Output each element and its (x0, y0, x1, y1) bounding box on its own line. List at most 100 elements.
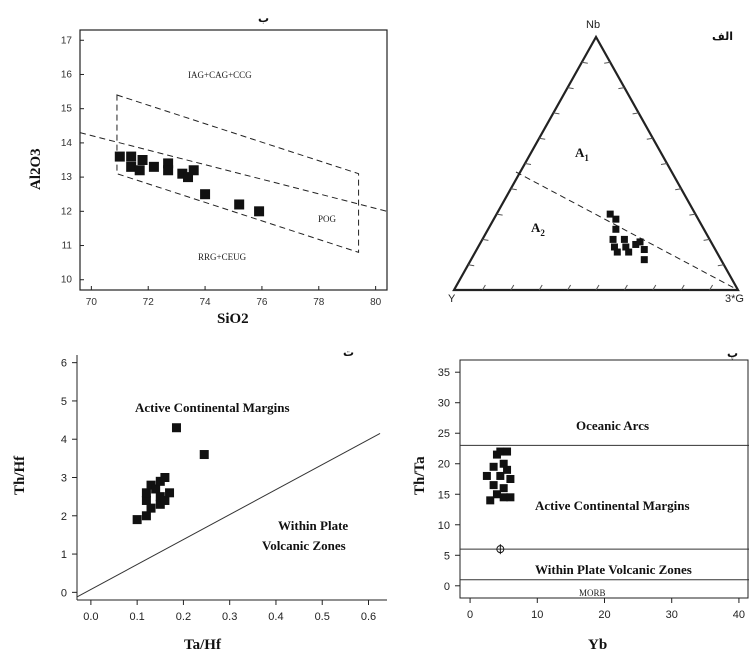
data-point (132, 515, 142, 525)
data-point (640, 256, 648, 264)
x-axis-label: Ta/Hf (184, 637, 222, 653)
data-point (177, 168, 188, 179)
y-tick-label: 20 (438, 459, 450, 471)
y-tick-label: 0 (444, 581, 450, 593)
data-point (141, 488, 151, 498)
x-tick-label: 70 (86, 297, 98, 308)
ternary-tick (618, 87, 625, 90)
x-tick-label: 0.1 (130, 611, 145, 623)
data-point (126, 151, 137, 162)
field-label-oceanic-arcs: Oceanic Arcs (576, 418, 649, 433)
ternary-tick (652, 284, 657, 291)
x-tick-label: 0.2 (176, 611, 191, 623)
ternary-tick (496, 213, 503, 216)
data-point (200, 189, 211, 200)
data-point (492, 490, 501, 499)
x-axis-label-text: SiO2 (217, 311, 249, 327)
data-point (612, 215, 620, 223)
panel-letter: الف (712, 30, 733, 43)
data-point (137, 155, 148, 165)
y-tick-label: 12 (61, 206, 73, 217)
panel-al2o3-sio2: ب IAG+CAG+CCG POG RRG+CEUG 70 72 74 76 78 80 1… (28, 12, 388, 327)
ternary-tick (709, 284, 714, 291)
data-point (163, 158, 174, 169)
field-label-acm: Active Continental Margins (135, 400, 290, 415)
panel-letter: ت (343, 346, 354, 359)
data-point (141, 495, 151, 505)
y-tick-label: 25 (438, 428, 450, 440)
data-point (155, 492, 165, 502)
data-point (506, 493, 515, 502)
x-tick-label: 76 (256, 297, 268, 308)
field-label-acm: Active Continental Margins (535, 498, 690, 513)
ternary-tick (689, 213, 696, 216)
ternary-tick (646, 137, 653, 140)
y-tick-label: 5 (444, 550, 450, 562)
data-point (606, 210, 614, 218)
x-tick-label: 30 (666, 609, 678, 621)
ternary-tick (468, 264, 475, 267)
data-point (496, 447, 505, 456)
y-tick-label: 30 (438, 398, 450, 410)
plot-frame (79, 29, 388, 291)
field-label-a2: A2 (531, 220, 545, 238)
data-point (199, 450, 209, 460)
field-label-rrg: RRG+CEUG (198, 252, 247, 262)
data-point (482, 471, 491, 480)
x-axis-label: Yb (588, 637, 607, 653)
data-point (496, 471, 505, 480)
a1-a2-boundary (515, 171, 739, 291)
data-point (610, 243, 618, 251)
field-a1-sub: 1 (584, 153, 589, 163)
field-label-morb: MORB (579, 588, 606, 598)
ternary-tick (553, 112, 560, 115)
data-point (126, 161, 137, 172)
data-point (499, 493, 508, 502)
y-tick-label: 3 (61, 473, 67, 485)
y-tick-label: 16 (61, 69, 73, 80)
ternary-tick (539, 137, 546, 140)
y-tick-label: 15 (61, 104, 73, 115)
data-point (636, 238, 644, 246)
ternary-tick (595, 284, 600, 291)
panel-letter: ب (258, 12, 269, 25)
pog-field-outline (116, 94, 360, 254)
ternary-tick (567, 284, 572, 291)
data-point (146, 503, 156, 513)
x-tick-label: 10 (531, 609, 543, 621)
ternary-tick (481, 284, 486, 291)
y-axis-label: Th/Hf (12, 455, 28, 495)
data-point (188, 165, 199, 176)
ternary-tick (581, 61, 588, 64)
ternary-tick (510, 284, 515, 291)
data-point (148, 161, 159, 172)
data-point (163, 165, 174, 176)
x-tick-label: 0.3 (222, 611, 237, 623)
y-axis-label: Al2O3 (28, 148, 44, 190)
y-tick-label: 11 (62, 241, 73, 252)
x-tick-label: 0.0 (83, 611, 98, 623)
field-a2-main: A (531, 220, 541, 235)
x-tick-label: 78 (313, 297, 325, 308)
field-label-iag: IAG+CAG+CCG (188, 70, 252, 80)
y-tick-label: 10 (438, 520, 450, 532)
ternary-tick (510, 188, 517, 191)
ternary-tick (717, 264, 724, 267)
vertex-label-top: Nb (586, 19, 600, 31)
ternary-triangle (452, 34, 740, 292)
data-point (141, 511, 151, 521)
data-point (499, 484, 508, 493)
ternary-tick (482, 238, 489, 241)
field-a2-sub: 2 (540, 228, 545, 238)
data-point (146, 480, 156, 490)
data-point (622, 243, 630, 251)
data-point (155, 499, 165, 509)
data-point (612, 225, 620, 233)
y-tick-label: 14 (61, 138, 73, 149)
data-point (503, 447, 512, 456)
data-point (613, 248, 621, 256)
x-tick-label: 80 (370, 297, 382, 308)
x-tick-label: 0.5 (315, 611, 330, 623)
data-point (499, 459, 508, 468)
data-point (632, 240, 640, 248)
